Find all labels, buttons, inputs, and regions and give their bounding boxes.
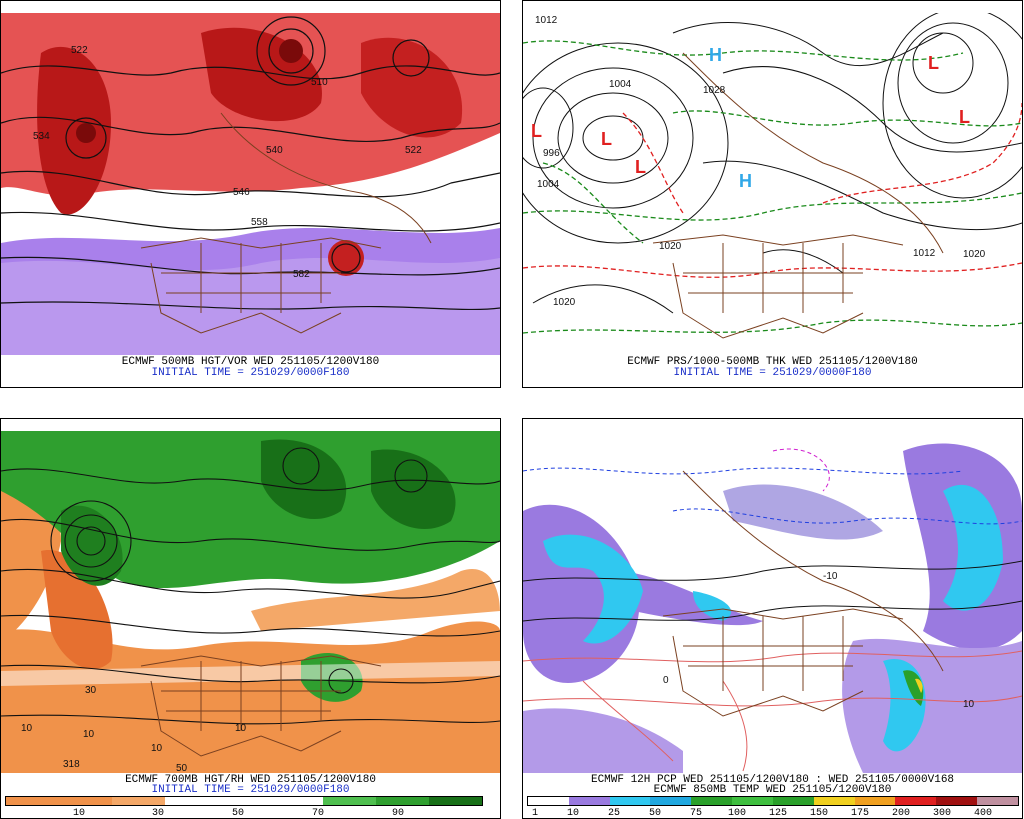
- contour-label: 558: [251, 217, 268, 228]
- temp-label: -10: [823, 571, 838, 582]
- contour-label: 10: [83, 729, 95, 740]
- low-marker: L: [601, 129, 612, 149]
- legend-tick: 300: [932, 808, 952, 819]
- isobar-label: 1004: [537, 179, 560, 190]
- initial-time: INITIAL TIME = 251029/0000F180: [151, 784, 350, 796]
- isobar-label: 1028: [703, 85, 726, 96]
- panel-subtitle: ECMWF 850MB TEMP WED 251105/1200V180: [653, 784, 892, 796]
- contour-label: 510: [311, 77, 328, 88]
- pressure-map: L L L L L H H 1012 1004 996 1020 1012 10…: [523, 13, 1022, 355]
- contour-label: 534: [33, 131, 50, 142]
- precip-legend: [527, 796, 1019, 806]
- panel-pressure-thickness: L L L L L H H 1012 1004 996 1020 1012 10…: [522, 0, 1023, 388]
- temp-label: 10: [963, 699, 975, 710]
- panel-500mb-vorticity: 522 534 540 546 558 582 522 510 ECMWF 50…: [0, 0, 501, 388]
- panel-title: ECMWF PRS/1000-500MB THK WED 251105/1200…: [627, 356, 918, 368]
- low-marker: L: [635, 157, 646, 177]
- legend-tick: 400: [973, 808, 993, 819]
- legend-tick: 10: [566, 808, 580, 819]
- contour-label: 522: [405, 145, 422, 156]
- legend-tick: 100: [727, 808, 747, 819]
- legend-tick: 25: [607, 808, 621, 819]
- contour-label: 30: [85, 685, 97, 696]
- legend-tick: 10: [72, 808, 86, 819]
- temp-label: 0: [663, 675, 669, 686]
- legend-tick: 90: [391, 808, 405, 819]
- isobar-label: 1004: [609, 79, 632, 90]
- contour-label: 10: [151, 743, 163, 754]
- contour-label: 50: [176, 763, 188, 773]
- low-marker: L: [928, 53, 939, 73]
- contour-label: 540: [266, 145, 283, 156]
- legend-tick: 200: [891, 808, 911, 819]
- low-marker: L: [531, 121, 542, 141]
- rh-legend: [5, 796, 483, 806]
- initial-time: INITIAL TIME = 251029/0000F180: [151, 367, 350, 379]
- contour-label: 10: [235, 723, 247, 734]
- isobar-label: 1012: [913, 248, 936, 259]
- high-marker: H: [709, 45, 722, 65]
- contour-label: 522: [71, 45, 88, 56]
- contour-label: 10: [21, 723, 33, 734]
- panel-title: ECMWF 500MB HGT/VOR WED 251105/1200V180: [121, 356, 380, 368]
- contour-label: 546: [233, 187, 250, 198]
- isobar-label: 1020: [553, 297, 576, 308]
- panel-700mb-rh: 10 10 10 30 50 10 318 ECMWF 700MB HGT/RH…: [0, 418, 501, 819]
- legend-tick: 150: [809, 808, 829, 819]
- panel-precip-850mb-temp: 10 -10 0 ECMWF 12H PCP WED 251105/1200V1…: [522, 418, 1023, 819]
- legend-tick: 175: [850, 808, 870, 819]
- rh-map: 10 10 10 30 50 10 318: [1, 431, 500, 773]
- legend-tick: 75: [689, 808, 703, 819]
- legend-tick: 30: [151, 808, 165, 819]
- panel-title: ECMWF 12H PCP WED 251105/1200V180 : WED …: [590, 774, 955, 786]
- contour-label: 582: [293, 269, 310, 280]
- isobar-label: 1020: [659, 241, 682, 252]
- legend-tick: 1: [531, 808, 539, 819]
- vorticity-map: 522 534 540 546 558 582 522 510: [1, 13, 500, 355]
- panel-title: ECMWF 700MB HGT/RH WED 251105/1200V180: [125, 774, 376, 786]
- legend-tick: 50: [648, 808, 662, 819]
- isobar-label: 1012: [535, 15, 558, 26]
- precip-map: 10 -10 0: [523, 431, 1022, 773]
- isobar-label: 996: [543, 148, 560, 159]
- legend-tick: 70: [311, 808, 325, 819]
- initial-time: INITIAL TIME = 251029/0000F180: [673, 367, 872, 379]
- low-marker: L: [959, 107, 970, 127]
- contour-label: 318: [63, 759, 80, 770]
- legend-tick: 50: [231, 808, 245, 819]
- legend-tick: 125: [768, 808, 788, 819]
- isobar-label: 1020: [963, 249, 986, 260]
- high-marker: H: [739, 171, 752, 191]
